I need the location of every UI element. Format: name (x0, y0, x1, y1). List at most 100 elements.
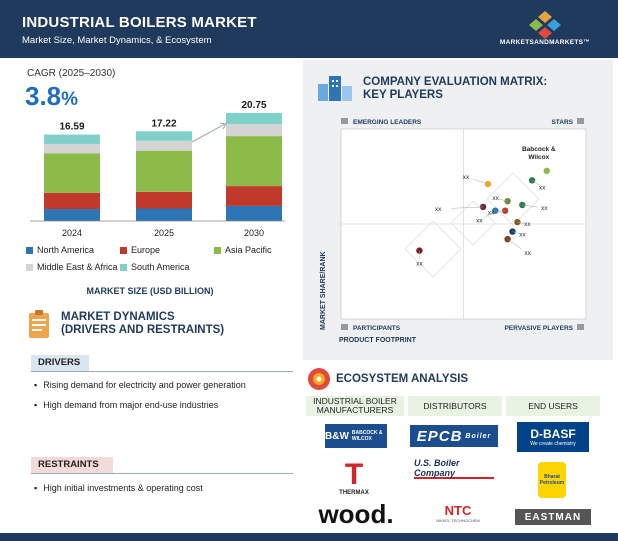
bharat-petroleum-logo: Bharat Petroleum (538, 462, 566, 498)
legend-item-europe: Europe (120, 245, 160, 255)
point-leader-line (522, 204, 538, 208)
logo-subtext: NIKKEL TECHNOCHEM (436, 518, 480, 523)
legend-label: Europe (131, 245, 161, 255)
page-subtitle: Market Size, Market Dynamics, & Ecosyste… (22, 35, 212, 46)
logo-text: NTC (444, 503, 472, 518)
point-leader-line (499, 198, 508, 202)
legend-swatch (120, 263, 127, 271)
bar-segment (136, 140, 192, 151)
page-title: INDUSTRIAL BOILERS MARKET (22, 14, 257, 31)
matrix-title-line1: COMPANY EVALUATION MATRIX: (363, 76, 548, 88)
matrix-decor-diamond (404, 220, 462, 278)
driver-item: Rising demand for electricity and power … (34, 380, 246, 390)
labelled-player-name: Babcock & (522, 146, 556, 153)
quadrant-label-pervasive-players: PERVASIVE PLAYERS (504, 325, 573, 332)
babcock-wilcox-logo: B&W BABCOCK & WILCOX (325, 424, 387, 448)
driver-item: High demand from major end-use industrie… (34, 400, 218, 410)
ecosystem-column-manufacturers: INDUSTRIAL BOILER MANUFACTURERS (306, 396, 404, 416)
eastman-logo: EASTMAN (515, 509, 591, 525)
point-label: xx (488, 210, 495, 217)
point-label: xx (416, 261, 423, 268)
x-tick-label: 2030 (244, 228, 264, 238)
restraint-item: High initial investments & operating cos… (34, 483, 203, 493)
wood-logo: wood. (318, 498, 394, 529)
ecosystem-title: ECOSYSTEM ANALYSIS (336, 373, 469, 385)
point-label: xx (492, 195, 499, 202)
point-label: xx (541, 205, 548, 212)
logo-text: EPCB (416, 427, 463, 445)
legend-label: Middle East & Africa (37, 262, 118, 272)
point-label: xx (539, 184, 546, 191)
market-dynamics-title-line1: MARKET DYNAMICS (61, 311, 175, 323)
matrix-decor-diamond (486, 172, 540, 226)
market-size-bar-chart: 16.59 2024 17.22 2025 20.75 2030 (30, 100, 285, 238)
brand-name: MARKETSANDMARKETS™ (499, 39, 591, 46)
bar-segment (136, 131, 192, 141)
labelled-player-name: Wilcox (528, 154, 549, 161)
emerging-leaders-icon (341, 118, 348, 124)
legend-label: South America (131, 262, 190, 272)
ntc-logo: NTC NIKKEL TECHNOCHEM (433, 497, 483, 529)
bar-segment (44, 153, 100, 193)
logo-text: D-BASF (530, 427, 576, 441)
point-label: xx (463, 174, 470, 181)
point-leader-line (484, 210, 496, 218)
cagr-value: 3.8% (25, 81, 78, 112)
logo-mark: T (344, 458, 364, 491)
bar-segment (226, 112, 282, 125)
bar-segment (226, 136, 282, 187)
logo-subtext: Boiler (465, 432, 492, 440)
point-label: xx (435, 206, 442, 213)
participants-icon (341, 324, 348, 330)
ecosystem-icon (308, 368, 330, 390)
quadrant-label-participants: PARTICIPANTS (353, 325, 401, 332)
matrix-company-point (484, 180, 492, 188)
point-leader-line (517, 221, 525, 224)
legend-swatch (26, 246, 33, 254)
brand-logo: MARKETSANDMARKETS™ (490, 9, 600, 49)
stars-icon (577, 118, 584, 124)
point-leader-line (507, 238, 522, 250)
ecosystem-column-distributors: DISTRIBUTORS (408, 396, 502, 416)
point-leader-line (495, 210, 506, 213)
logo-text: THERMAX (339, 490, 369, 496)
legend-item-south-america: South America (120, 262, 190, 272)
bar-segment (136, 208, 192, 221)
point-leader-line (512, 231, 520, 234)
chart-x-axis-label: MARKET SIZE (USD BILLION) (86, 286, 214, 296)
point-leader-line (472, 178, 489, 185)
point-label: xx (476, 218, 483, 225)
point-label: xx (524, 250, 531, 257)
matrix-y-axis-label: MARKET SHARE/RANK (320, 251, 327, 330)
company-evaluation-matrix: EMERGING LEADERS STARS PARTICIPANTS PERVASI… (340, 118, 587, 332)
restraints-divider (31, 473, 293, 474)
bar-segment (136, 150, 192, 192)
cagr-number: 3.8 (25, 81, 62, 111)
bar-total-label: 20.75 (241, 100, 266, 111)
legend-swatch (120, 246, 127, 254)
clipboard-icon (29, 310, 49, 338)
matrix-company-point (543, 167, 550, 174)
thermax-logo: T THERMAX (330, 458, 378, 498)
market-dynamics-title-line2: (DRIVERS AND RESTRAINTS) (61, 324, 225, 336)
bar-segment (136, 191, 192, 209)
bar-total-label: 17.22 (151, 118, 176, 129)
us-boiler-company-logo: U.S. Boiler Company (414, 458, 494, 479)
x-tick-label: 2025 (154, 228, 174, 238)
legend-label: North America (37, 245, 95, 255)
buildings-icon (318, 76, 352, 101)
bar-segment (226, 124, 282, 137)
legend-item-north-america: North America (26, 245, 94, 255)
legend-item-asia-pacific: Asia Pacific (214, 245, 272, 255)
logo-subtext: BABCOCK & WILCOX (351, 430, 383, 442)
footer-bar (0, 533, 618, 541)
market-dynamics-title: MARKET DYNAMICS (DRIVERS AND RESTRAINTS) (61, 311, 224, 337)
brand-mark-icon (529, 11, 561, 39)
logo-tagline: We create chemistry (530, 441, 576, 447)
matrix-company-point (528, 177, 536, 184)
restraints-badge: RESTRAINTS (31, 457, 113, 473)
point-label: xx (519, 232, 526, 239)
legend-item-middle-east-africa: Middle East & Africa (26, 262, 118, 272)
point-leader-line (451, 206, 484, 209)
legend-swatch (26, 263, 33, 271)
